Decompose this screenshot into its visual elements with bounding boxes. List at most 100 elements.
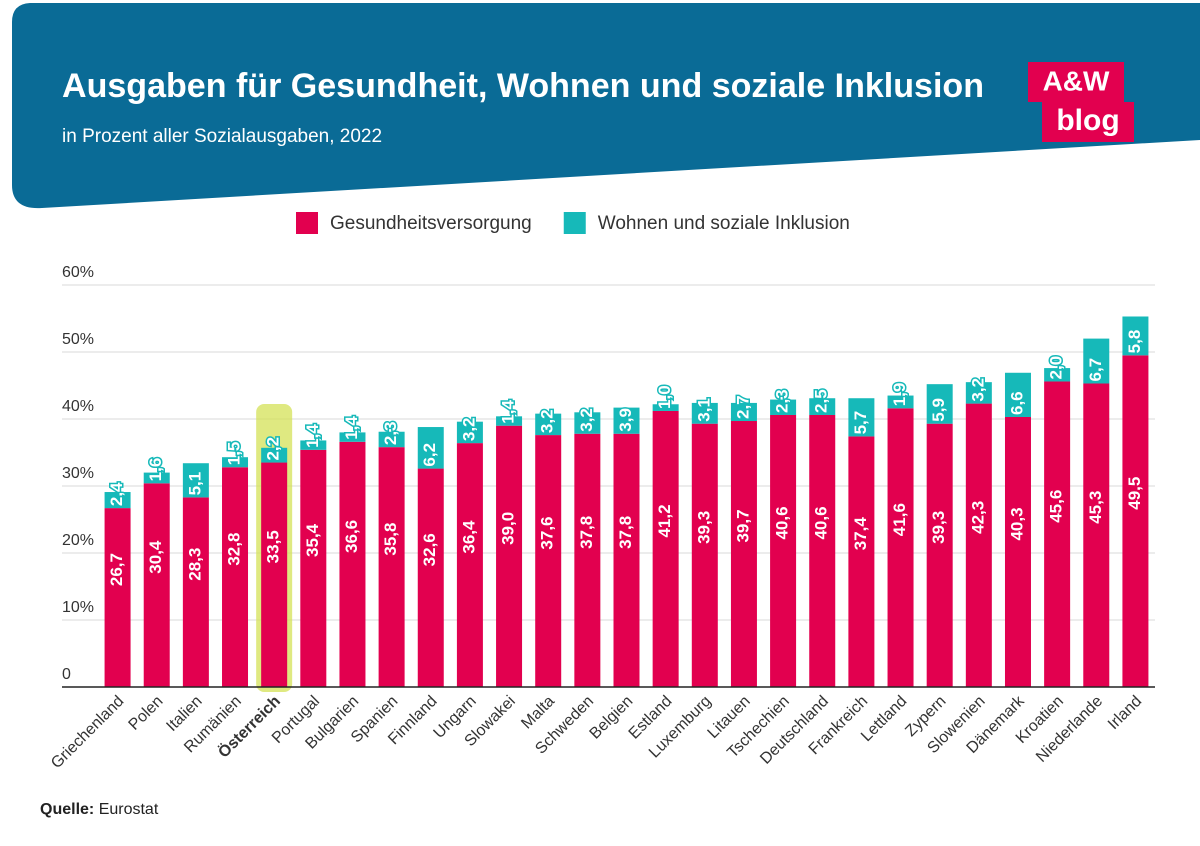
bar-segment [926, 384, 953, 424]
value-label: 40,6 [773, 506, 792, 539]
y-tick-label: 40% [62, 398, 94, 415]
value-label: 39,7 [733, 509, 752, 542]
bar-segment [730, 421, 757, 687]
logo-box [1028, 62, 1124, 102]
value-label: 33,5 [264, 530, 283, 563]
value-label: 5,9 [929, 398, 948, 422]
bar-segment [182, 463, 209, 498]
bar-segment [417, 427, 444, 469]
bar-segment [809, 414, 836, 687]
bar-segment [1044, 368, 1071, 382]
value-label: 39,3 [929, 511, 948, 544]
value-label: 5,8 [1125, 330, 1144, 354]
x-tick-label: Polen [126, 693, 167, 734]
value-label: 39,0 [499, 512, 518, 545]
value-label: 35,8 [381, 523, 400, 556]
bar-segment [456, 443, 483, 687]
bar-segment [496, 425, 523, 687]
bar-segment [691, 423, 718, 687]
bar-segment [1004, 372, 1031, 417]
value-label: 45,6 [1047, 490, 1066, 523]
bar-segment [378, 447, 405, 687]
value-label: 6,2 [420, 443, 439, 467]
bar-segment [496, 416, 523, 426]
y-tick-label: 10% [62, 599, 94, 616]
bar-segment [1083, 338, 1110, 384]
bar-segment [770, 414, 797, 687]
value-label: 2,2 [264, 437, 283, 461]
value-label: 2,4 [107, 482, 126, 506]
x-tick-label: Griechenland [48, 693, 127, 772]
bar-segment [261, 462, 288, 687]
value-label: 36,4 [459, 520, 478, 554]
bar-segment [143, 472, 170, 484]
bar-segment [339, 432, 366, 442]
value-label: 2,0 [1047, 356, 1066, 380]
x-tick-label: Irland [1105, 693, 1145, 733]
value-label: 37,4 [851, 517, 870, 551]
bar-segment [770, 399, 797, 415]
bar-segment [613, 433, 640, 687]
bar-segment [300, 449, 327, 687]
bar-segment [652, 410, 679, 687]
bar-segment [809, 398, 836, 415]
value-label: 37,6 [538, 516, 557, 549]
value-label: 3,9 [616, 408, 635, 432]
header-band [12, 3, 1200, 209]
bar-segment [143, 483, 170, 687]
source: Quelle: Eurostat [40, 801, 159, 818]
value-label: 30,4 [146, 540, 165, 574]
value-label: 5,1 [185, 472, 204, 496]
y-tick-label: 0 [62, 666, 71, 683]
value-label: 26,7 [107, 553, 126, 586]
value-label: 2,5 [812, 389, 831, 413]
value-label: 1,5 [225, 442, 244, 466]
bar-segment [1004, 416, 1031, 687]
value-label: 41,2 [655, 504, 674, 537]
logo-box [1042, 102, 1134, 142]
bar-segment [1122, 316, 1149, 356]
value-label: 2,3 [773, 389, 792, 413]
value-label: 39,3 [694, 511, 713, 544]
bar-segment [887, 395, 914, 409]
source-label: Quelle: [40, 801, 94, 818]
logo-text: A&W [1043, 65, 1110, 96]
bar-segment [222, 467, 249, 687]
value-label: 35,4 [303, 523, 322, 557]
y-tick-label: 20% [62, 532, 94, 549]
bar-segment [456, 421, 483, 444]
value-label: 5,7 [851, 411, 870, 435]
legend-label: Gesundheitsversorgung [330, 213, 532, 234]
value-label: 6,6 [1007, 391, 1026, 415]
logo-text: blog [1056, 104, 1119, 137]
bar-segment [1083, 383, 1110, 687]
value-label: 37,8 [616, 516, 635, 549]
y-tick-label: 50% [62, 331, 94, 348]
bar-segment [104, 508, 131, 687]
bar-segment [887, 408, 914, 687]
value-label: 2,3 [381, 421, 400, 445]
bar-segment [652, 404, 679, 411]
bar-segment [535, 413, 562, 436]
value-label: 6,7 [1086, 358, 1105, 382]
value-label: 1,4 [499, 400, 518, 424]
bar-segment [848, 436, 875, 687]
legend-swatch [563, 212, 586, 234]
value-label: 3,1 [694, 398, 713, 422]
bar-segment [1044, 381, 1071, 687]
value-label: 1,4 [342, 416, 361, 440]
x-tick-label: Belgien [587, 693, 637, 743]
bar-segment [926, 423, 953, 687]
bar-segment [613, 407, 640, 434]
bar-segment [417, 468, 444, 687]
value-label: 3,2 [577, 408, 596, 432]
y-tick-label: 30% [62, 465, 94, 482]
value-label: 42,3 [968, 501, 987, 534]
bar-segment [848, 398, 875, 437]
value-label: 3,2 [968, 378, 987, 402]
value-label: 1,9 [890, 383, 909, 407]
y-tick-label: 60% [62, 264, 94, 281]
bar-segment [104, 492, 131, 509]
bar-segment [535, 435, 562, 687]
